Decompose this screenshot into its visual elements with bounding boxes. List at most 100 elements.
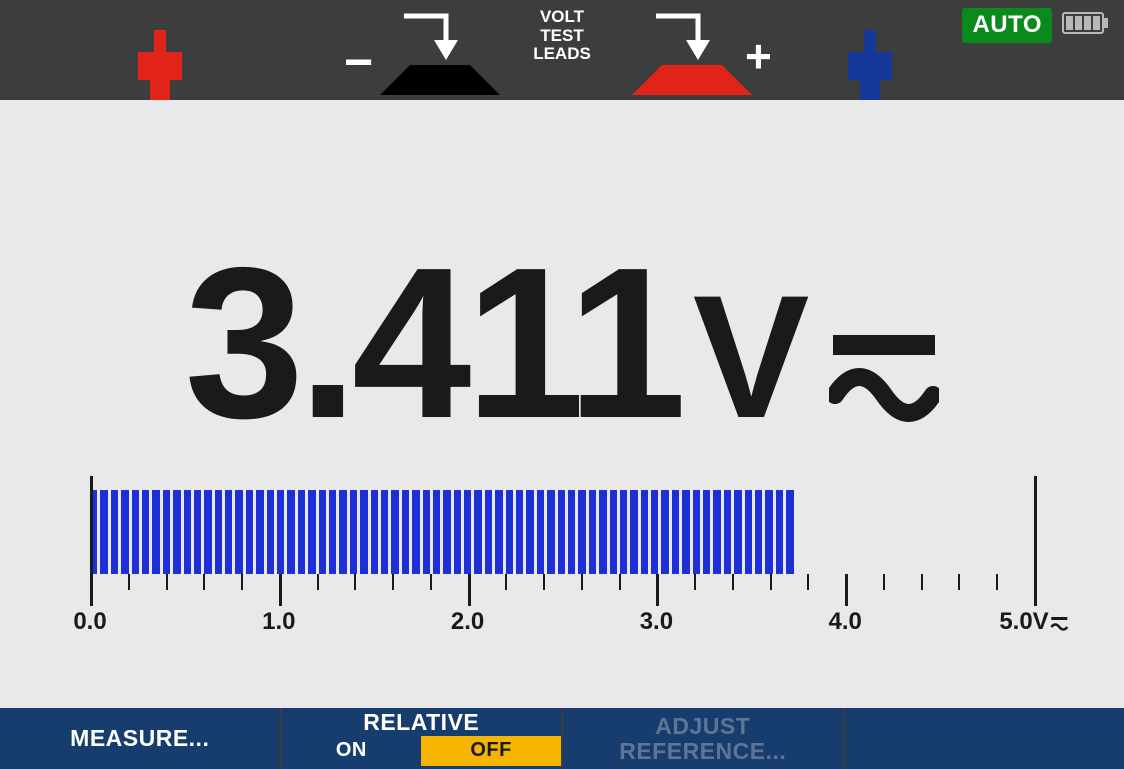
reading-unit: V <box>693 270 810 445</box>
scale-label: 0.0 <box>73 608 106 636</box>
scale-tick <box>1034 476 1037 606</box>
softkey-menu: MEASURE... RELATIVE ON OFF ADJUST REFERE… <box>0 708 1124 769</box>
scale-tick <box>468 574 471 606</box>
analog-bargraph: 0.01.02.03.04.05.0V <box>90 476 1034 628</box>
bargraph-segment <box>547 490 554 574</box>
scale-tick <box>505 574 507 590</box>
scale-tick <box>203 574 205 590</box>
bargraph-segment <box>163 490 170 574</box>
plug-icon-red <box>130 30 190 100</box>
relative-off-option[interactable]: OFF <box>421 736 561 766</box>
adjust-reference-label: ADJUST REFERENCE... <box>619 714 786 762</box>
bargraph-segment <box>641 490 648 574</box>
scale-tick <box>996 574 998 590</box>
bargraph-segment <box>776 490 783 574</box>
bargraph-segment <box>651 490 658 574</box>
bargraph-segment <box>620 490 627 574</box>
bargraph-segment <box>350 490 357 574</box>
bargraph-segment <box>516 490 523 574</box>
adjust-reference-button[interactable]: ADJUST REFERENCE... <box>563 708 845 769</box>
bargraph-segment <box>246 490 253 574</box>
bargraph-segment <box>589 490 596 574</box>
reading-row: 3.411 V <box>0 235 1124 450</box>
bargraph-segment <box>267 490 274 574</box>
bargraph-segment <box>630 490 637 574</box>
bargraph-segment <box>672 490 679 574</box>
plus-label: + <box>745 29 772 83</box>
bargraph-segment <box>693 490 700 574</box>
bargraph-segment <box>100 490 107 574</box>
bargraph-segment <box>433 490 440 574</box>
bargraph-segment <box>568 490 575 574</box>
scale-tick <box>392 574 394 590</box>
volt-test-leads-label: VOLT TEST LEADS <box>533 8 591 64</box>
bargraph-segment <box>308 490 315 574</box>
bargraph-segment <box>329 490 336 574</box>
bargraph-segment <box>526 490 533 574</box>
bargraph-segment <box>558 490 565 574</box>
bargraph-segment <box>734 490 741 574</box>
scale-tick <box>166 574 168 590</box>
bargraph-segment <box>713 490 720 574</box>
scale-tick <box>732 574 734 590</box>
arrow-down-icon-right <box>652 10 712 66</box>
bargraph-segment <box>724 490 731 574</box>
scale-tick <box>921 574 923 590</box>
bargraph-segment <box>402 490 409 574</box>
bargraph-segment <box>319 490 326 574</box>
scale-tick <box>354 574 356 590</box>
softkey-4-button[interactable] <box>845 708 1124 769</box>
bargraph-segment <box>184 490 191 574</box>
bargraph-segment <box>682 490 689 574</box>
scale-tick <box>770 574 772 590</box>
bargraph-segment <box>495 490 502 574</box>
scale-label: 2.0 <box>451 608 484 636</box>
bargraph-segment <box>506 490 513 574</box>
bargraph-segment <box>485 490 492 574</box>
bargraph-segment <box>474 490 481 574</box>
bargraph-segment <box>142 490 149 574</box>
scale-label: 5.0V <box>999 608 1068 636</box>
arrow-down-icon-left <box>400 10 460 66</box>
bargraph-segment <box>537 490 544 574</box>
bargraph-segment <box>339 490 346 574</box>
scale-label: 3.0 <box>640 608 673 636</box>
measure-button[interactable]: MEASURE... <box>0 708 282 769</box>
socket-icon-black <box>380 65 500 100</box>
scale-tick <box>543 574 545 590</box>
bargraph-segment <box>132 490 139 574</box>
bargraph-segment <box>173 490 180 574</box>
scale-tick <box>581 574 583 590</box>
minus-label: − <box>344 33 373 91</box>
bargraph-segment <box>287 490 294 574</box>
scale-tick <box>430 574 432 590</box>
scale-label: 4.0 <box>829 608 862 636</box>
relative-on-option[interactable]: ON <box>282 736 422 766</box>
bargraph-segment <box>423 490 430 574</box>
bargraph-segment <box>277 490 284 574</box>
bargraph-segment <box>298 490 305 574</box>
bargraph-segment <box>578 490 585 574</box>
bargraph-segment <box>121 490 128 574</box>
bargraph-segment <box>703 490 710 574</box>
bargraph-segment <box>204 490 211 574</box>
bargraph-segment <box>786 490 793 574</box>
bargraph-segment <box>194 490 201 574</box>
scale-label: 1.0 <box>262 608 295 636</box>
bargraph-segment <box>745 490 752 574</box>
bargraph-segment <box>412 490 419 574</box>
scale-tick <box>958 574 960 590</box>
bargraph-segment <box>111 490 118 574</box>
scale-tick <box>845 574 848 606</box>
scale-tick <box>128 574 130 590</box>
bargraph-segment <box>371 490 378 574</box>
bargraph-segment <box>152 490 159 574</box>
bargraph-segments <box>90 476 1034 574</box>
bargraph-segment <box>464 490 471 574</box>
scale-tick <box>90 476 93 606</box>
relative-toggle-button[interactable]: RELATIVE ON OFF <box>282 708 564 769</box>
bargraph-segment <box>391 490 398 574</box>
bargraph-segment <box>360 490 367 574</box>
scale-tick <box>317 574 319 590</box>
bargraph-segment <box>765 490 772 574</box>
